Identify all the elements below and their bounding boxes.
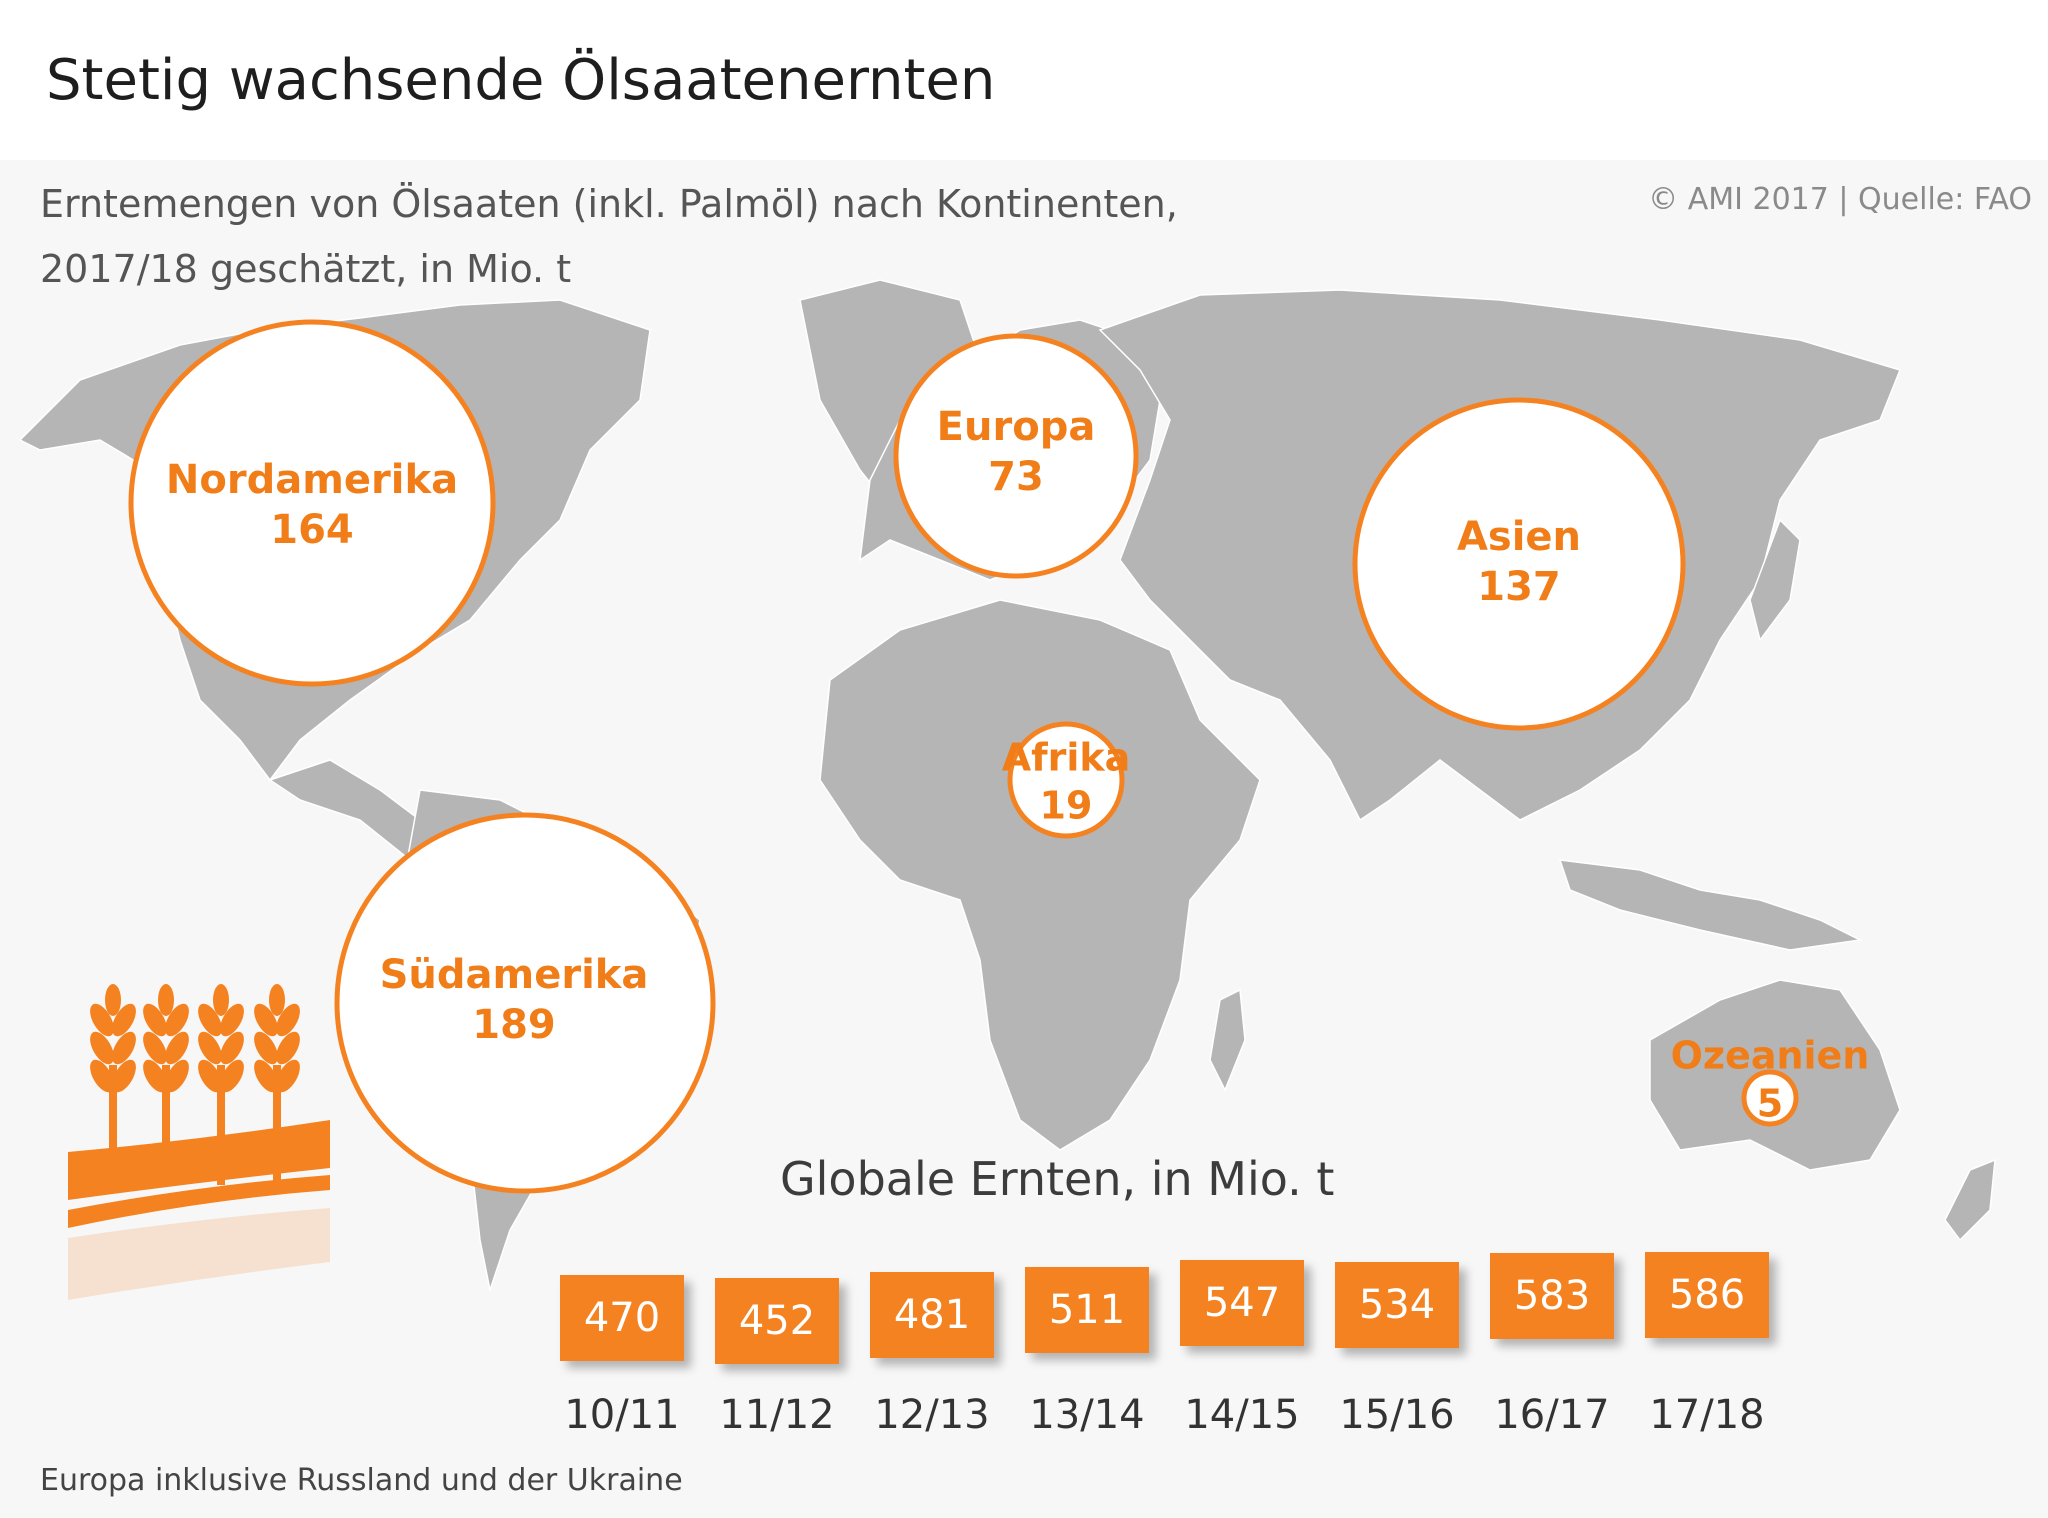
harvest-year-label: 17/18 xyxy=(1649,1392,1765,1438)
region-value: 5 xyxy=(1756,1081,1784,1125)
region-name: Südamerika xyxy=(379,952,649,998)
subtitle-line-2: 2017/18 geschätzt, in Mio. t xyxy=(40,247,572,291)
harvest-value-label: 583 xyxy=(1513,1273,1591,1319)
harvest-year-label: 16/17 xyxy=(1494,1392,1610,1438)
landmass-madagascar xyxy=(1209,988,1246,1092)
harvest-value-label: 586 xyxy=(1668,1272,1746,1318)
landmass-indonesia xyxy=(1558,859,1863,951)
harvest-value-box: 481 xyxy=(870,1272,994,1358)
page-title: Stetig wachsende Ölsaatenernten xyxy=(46,48,996,113)
harvest-year-label: 13/14 xyxy=(1029,1392,1145,1438)
bubble-layer xyxy=(128,319,1799,1194)
harvest-value-box: 547 xyxy=(1180,1260,1304,1346)
bubble-suedamerika xyxy=(334,812,716,1194)
bubble-label-ozeanien: Ozeanien 5 xyxy=(1671,1033,1870,1128)
harvest-year-label: 14/15 xyxy=(1184,1392,1300,1438)
bubble-asien xyxy=(1352,397,1686,731)
harvest-year-label: 15/16 xyxy=(1339,1392,1455,1438)
chart-subtitle: Erntemengen von Ölsaaten (inkl. Palmöl) … xyxy=(40,172,1320,302)
region-value: 73 xyxy=(988,454,1044,500)
region-name: Asien xyxy=(1456,514,1582,560)
landmass-japan xyxy=(1749,518,1801,642)
bubble-nordamerika xyxy=(128,319,496,687)
bubble-afrika xyxy=(1007,721,1125,839)
region-name: Ozeanien xyxy=(1670,1033,1870,1078)
source-credit: © AMI 2017 | Quelle: FAO xyxy=(1648,182,2032,217)
bubble-label-suedamerika: Südamerika 189 xyxy=(380,950,649,1050)
harvest-value-label: 534 xyxy=(1358,1282,1436,1328)
harvest-value-label: 511 xyxy=(1048,1287,1126,1333)
harvest-year-label: 11/12 xyxy=(719,1392,835,1438)
harvest-value-box: 583 xyxy=(1490,1253,1614,1339)
region-value: 189 xyxy=(472,1002,556,1048)
harvest-value-box: 586 xyxy=(1645,1252,1769,1338)
global-harvest-title: Globale Ernten, in Mio. t xyxy=(780,1152,1335,1206)
harvest-year-label: 12/13 xyxy=(874,1392,990,1438)
harvest-year-label: 10/11 xyxy=(564,1392,680,1438)
region-value: 137 xyxy=(1477,564,1561,610)
region-value: 164 xyxy=(270,507,354,553)
harvest-value-box: 511 xyxy=(1025,1267,1149,1353)
bubble-label-nordamerika: Nordamerika 164 xyxy=(166,455,458,555)
harvest-value-label: 470 xyxy=(583,1295,661,1341)
footnote: Europa inklusive Russland und der Ukrain… xyxy=(40,1463,683,1498)
region-name: Nordamerika xyxy=(165,457,459,503)
harvest-value-box: 534 xyxy=(1335,1262,1459,1348)
bubble-label-europa: Europa 73 xyxy=(937,402,1096,502)
harvest-value-box: 452 xyxy=(715,1278,839,1364)
region-name: Europa xyxy=(936,404,1096,450)
subtitle-line-1: Erntemengen von Ölsaaten (inkl. Palmöl) … xyxy=(40,182,1178,226)
bubble-label-asien: Asien 137 xyxy=(1457,512,1581,612)
landmass-africa xyxy=(819,599,1261,1151)
harvest-value-box: 470 xyxy=(560,1275,684,1361)
harvest-value-label: 547 xyxy=(1203,1280,1281,1326)
region-name: Afrika xyxy=(1001,735,1131,780)
region-value: 19 xyxy=(1039,783,1093,827)
wheat-field-icon xyxy=(68,984,330,1300)
bubble-ozeanien xyxy=(1741,1069,1799,1127)
bubble-europa xyxy=(893,333,1139,579)
harvest-value-label: 452 xyxy=(738,1298,816,1344)
harvest-value-label: 481 xyxy=(893,1292,971,1338)
bubble-label-afrika: Afrika 19 xyxy=(1002,735,1131,830)
landmass-new-zealand xyxy=(1944,1158,1996,1242)
